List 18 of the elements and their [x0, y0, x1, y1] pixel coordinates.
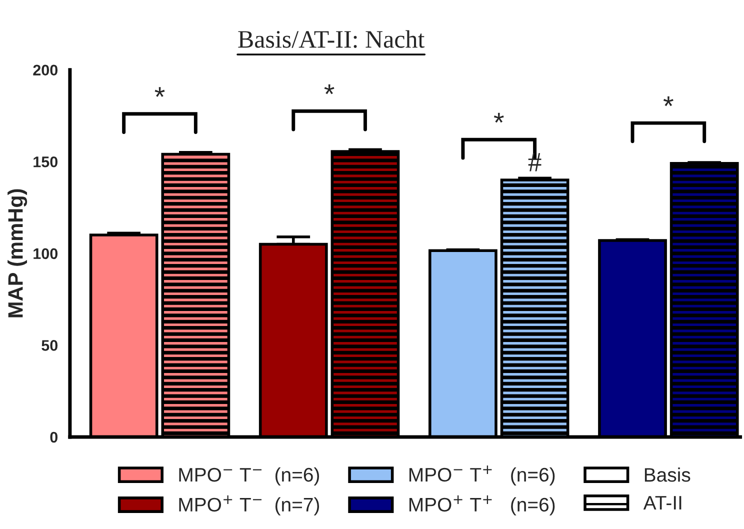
annotation: * — [663, 96, 674, 106]
legend-label: MPO$^{+}$ T$^{−}$ (n=7) — [179, 495, 319, 516]
chart-title: Basis/AT-II: Nacht — [238, 30, 425, 48]
y-tick-label: 150 — [34, 156, 58, 168]
text: MPO$^{−}$ T$^{+}$ (n=6) — [409, 465, 555, 486]
y-tick-label: 0 — [50, 432, 58, 443]
annotation: * — [494, 112, 504, 123]
text: AT-II — [643, 496, 682, 510]
annotation: # — [528, 153, 542, 172]
y-tick-label: 100 — [34, 248, 58, 260]
text: Basis — [644, 468, 690, 482]
text: MPO$^{+}$ T$^{+}$ (n=6) — [409, 495, 555, 516]
y-tick-label: 50 — [42, 340, 58, 351]
y-axis-title: MAP (mmHg) — [8, 189, 28, 318]
annotation: * — [324, 84, 334, 94]
y-tick-label: 200 — [33, 64, 58, 76]
legend-label: MPO$^{−}$ T$^{−}$ (n=6) — [179, 467, 319, 486]
annotation: * — [154, 87, 165, 97]
